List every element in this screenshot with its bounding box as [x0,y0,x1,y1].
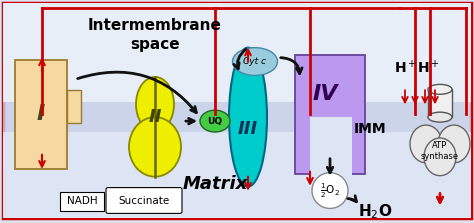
Bar [15,60,67,169]
Text: Intermembrane
space: Intermembrane space [88,18,222,52]
Bar [60,192,104,211]
Text: Matrix: Matrix [182,175,247,193]
Ellipse shape [136,77,174,132]
Ellipse shape [229,48,267,187]
Text: II: II [148,108,162,126]
Bar [428,89,452,117]
Text: H$^+$: H$^+$ [417,59,439,76]
Bar [310,117,352,175]
Bar [67,90,81,123]
Text: $\frac{1}{2}$O$_2$: $\frac{1}{2}$O$_2$ [320,181,340,200]
Text: IV: IV [312,84,338,104]
Ellipse shape [129,117,181,177]
Text: NADH: NADH [67,196,97,206]
Ellipse shape [233,48,277,75]
FancyBboxPatch shape [106,188,182,213]
Bar [3,3,471,102]
Ellipse shape [438,125,470,163]
Text: Cyt c: Cyt c [244,57,266,66]
Circle shape [312,173,348,209]
Text: IMM: IMM [354,122,386,136]
Text: UQ: UQ [208,117,223,126]
Ellipse shape [410,125,442,163]
Ellipse shape [200,110,230,132]
Bar [3,132,471,218]
Text: ATP
synthase: ATP synthase [421,141,459,161]
Text: III: III [238,120,258,138]
Text: Succinate: Succinate [118,196,170,206]
Bar [3,102,471,132]
Bar [295,55,365,174]
Ellipse shape [428,112,452,122]
Text: H$_2$O: H$_2$O [358,202,392,221]
Ellipse shape [424,138,456,176]
Text: H$^+$: H$^+$ [394,59,416,76]
Text: I: I [37,104,45,124]
Ellipse shape [428,84,452,94]
